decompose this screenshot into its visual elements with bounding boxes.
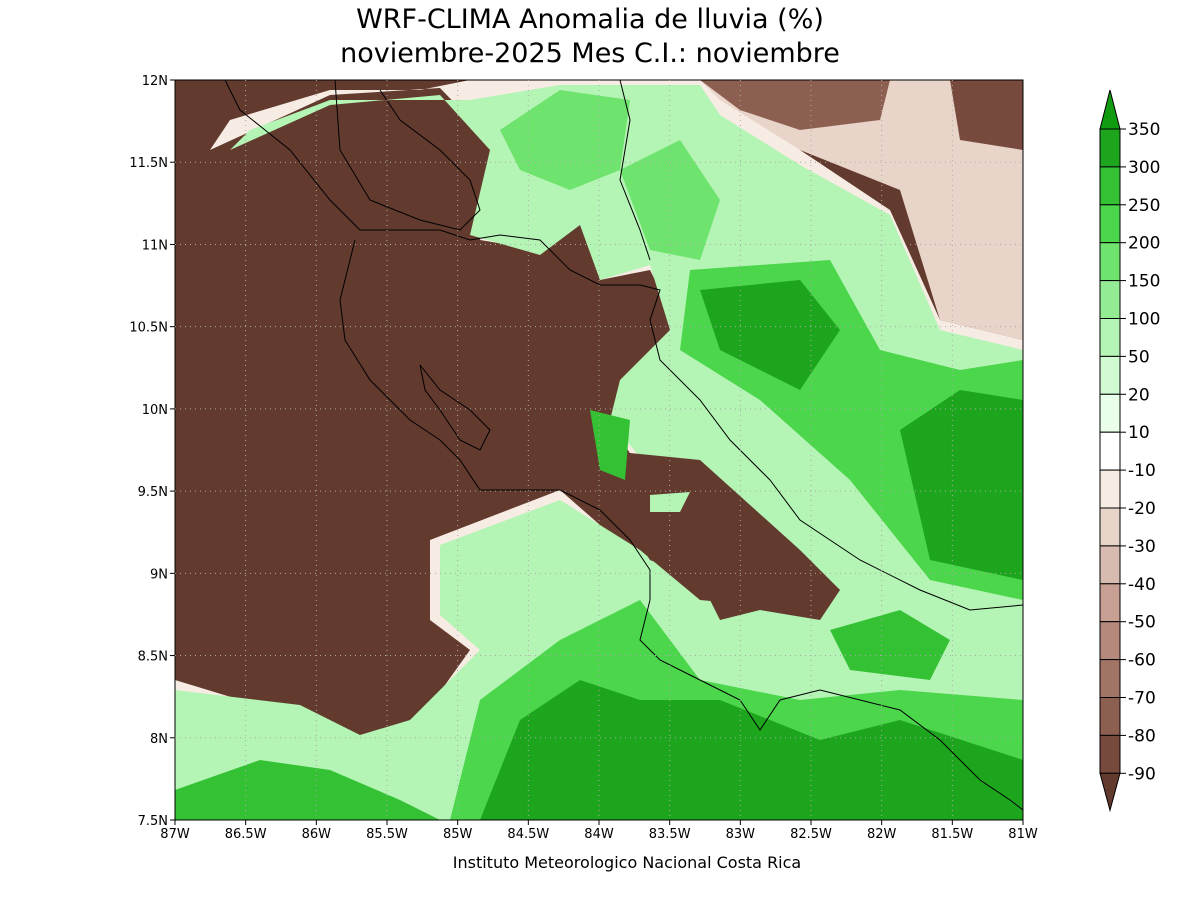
x-tick-label: 83.5W — [649, 827, 691, 842]
y-tick-label: 8N — [150, 732, 168, 747]
colorbar-box — [1099, 545, 1121, 585]
colorbar-box — [1099, 431, 1121, 471]
colorbar-label: 20 — [1128, 385, 1150, 405]
shade-region — [900, 390, 1023, 580]
colorbar: 350 300 250 200 150 100 50 20 10 -10 -20 -30 -40 -50 -… — [1099, 89, 1160, 813]
colorbar-label: -10 — [1128, 461, 1156, 481]
colorbar-label: -50 — [1128, 613, 1156, 633]
colorbar-box — [1099, 355, 1121, 395]
credit: Instituto Meteorologico Nacional Costa R… — [453, 853, 801, 872]
colorbar-box — [1099, 204, 1121, 244]
colorbar-box — [1099, 280, 1121, 320]
colorbar-label: 250 — [1128, 196, 1160, 216]
shade-region — [600, 450, 840, 620]
shade-region — [650, 492, 690, 512]
y-tick-label: 12N — [142, 74, 168, 89]
colorbar-label: -90 — [1128, 764, 1156, 784]
y-tick-label: 8.5N — [138, 650, 168, 665]
colorbar-label: -40 — [1128, 575, 1156, 595]
x-tick-label: 83W — [726, 827, 756, 842]
colorbar-box — [1099, 166, 1121, 206]
y-tick-label: 7.5N — [138, 814, 168, 829]
colorbar-label: 300 — [1128, 158, 1160, 178]
shade-region — [480, 680, 1023, 820]
x-tick-label: 82.5W — [790, 827, 832, 842]
shade-region — [700, 80, 1023, 340]
coastline — [339, 239, 1024, 811]
coastline — [334, 79, 481, 231]
x-tick-label: 84.5W — [507, 827, 549, 842]
colorbar-box — [1099, 659, 1121, 698]
x-tick-label: 81W — [1008, 827, 1038, 842]
shade-region — [700, 280, 840, 390]
y-tick-label: 9N — [150, 567, 168, 582]
shade-region — [700, 80, 890, 130]
x-tick-label: 86W — [302, 827, 332, 842]
title: WRF-CLIMA Anomalia de lluvia (%) — [356, 4, 824, 35]
y-tick-label: 11N — [142, 238, 168, 253]
colorbar-label: 150 — [1128, 272, 1160, 292]
colorbar-label: 200 — [1128, 234, 1160, 254]
shade-region — [500, 90, 630, 190]
shade-region — [830, 610, 950, 680]
coastline — [619, 79, 651, 261]
colorbar-box — [1099, 697, 1121, 736]
y-tick-label: 10N — [142, 403, 168, 418]
y-tick-label: 10.5N — [129, 321, 168, 336]
subtitle: noviembre-2025 Mes C.I.: noviembre — [340, 38, 840, 69]
shade-region — [950, 80, 1023, 150]
x-tick-label: 87W — [160, 827, 190, 842]
coastline — [419, 364, 491, 451]
colorbar-box — [1099, 318, 1121, 357]
colorbar-label: 350 — [1128, 120, 1160, 140]
y-tick-label: 9.5N — [138, 485, 168, 500]
colorbar-arrow — [1099, 772, 1121, 813]
colorbar-box — [1099, 734, 1121, 774]
shade-region — [590, 410, 630, 480]
colorbar-box — [1099, 507, 1121, 547]
colorbar-box — [1099, 621, 1121, 661]
colorbar-box — [1099, 128, 1121, 168]
x-tick-label: 85W — [443, 827, 473, 842]
x-tick-label: 81.5W — [931, 827, 973, 842]
x-tick-label: 82W — [867, 827, 897, 842]
x-tick-label: 85.5W — [366, 827, 408, 842]
colorbar-label: 100 — [1128, 310, 1160, 330]
colorbar-label: 10 — [1128, 423, 1150, 443]
axes: 87W 86.5W 86W 85.5W 85W 84.5W 84W 83.5W 83W 82.5W… — [129, 74, 1038, 842]
colorbar-box — [1099, 393, 1121, 433]
colorbar-box — [1099, 583, 1121, 623]
colorbar-label: -80 — [1128, 726, 1156, 746]
coastlines — [224, 79, 1024, 811]
shade-region — [175, 760, 440, 820]
colorbar-label: -60 — [1128, 651, 1156, 671]
colorbar-arrow — [1099, 89, 1121, 130]
colorbar-label: -30 — [1128, 537, 1156, 557]
x-tick-label: 86.5W — [225, 827, 267, 842]
colorbar-box — [1099, 242, 1121, 282]
colorbar-label: -20 — [1128, 499, 1156, 519]
colorbar-label: -70 — [1128, 689, 1156, 709]
coastline — [224, 79, 1024, 611]
colorbar-label: 50 — [1128, 347, 1150, 367]
colorbar-box — [1099, 469, 1121, 509]
y-tick-label: 11.5N — [129, 156, 168, 171]
x-tick-label: 84W — [584, 827, 614, 842]
